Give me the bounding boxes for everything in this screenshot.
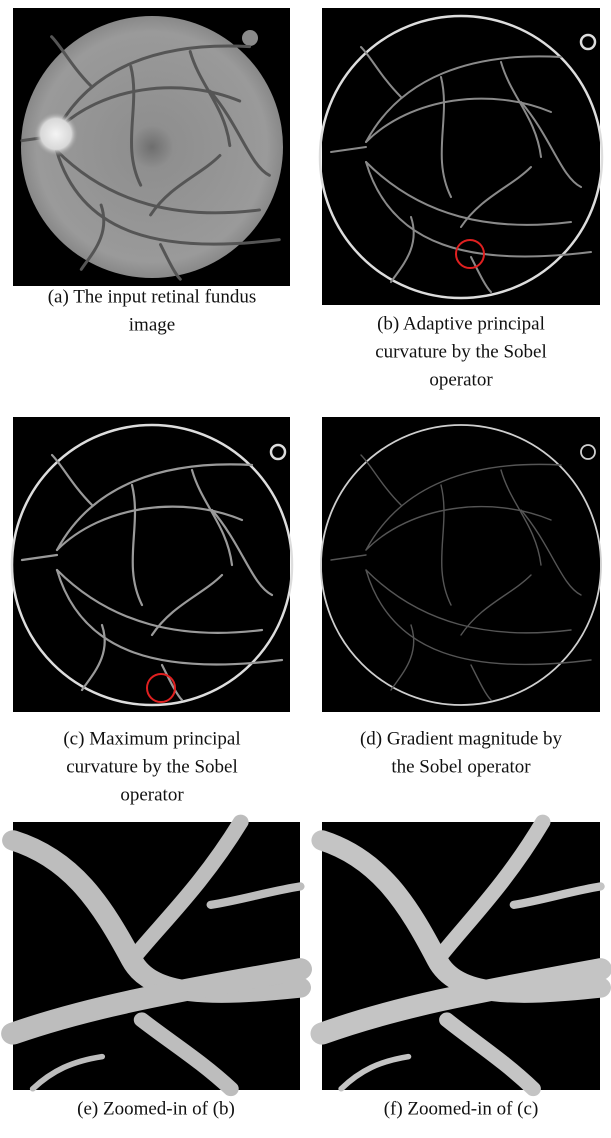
- panel-c: [12, 417, 292, 712]
- panel-a: [13, 8, 290, 286]
- caption-line: (f) Zoomed-in of (c): [384, 1098, 539, 1119]
- panel-b: [320, 8, 602, 305]
- caption-line: (d) Gradient magnitude by: [360, 728, 563, 749]
- panel-f: [322, 822, 600, 1090]
- caption-line: the Sobel operator: [391, 756, 531, 777]
- caption-line: curvature by the Sobel: [375, 341, 546, 362]
- caption-line: operator: [120, 784, 184, 805]
- caption-line: (e) Zoomed-in of (b): [77, 1098, 235, 1119]
- caption-line: operator: [429, 369, 493, 390]
- page: {"panels": [ {"caption": ["(a) The input…: [0, 0, 611, 1133]
- caption-line: image: [129, 314, 175, 335]
- caption-line: curvature by the Sobel: [66, 756, 237, 777]
- caption-line: (a) The input retinal fundus: [48, 286, 257, 307]
- panel-e: [13, 822, 300, 1090]
- figure: (a) The input retinal fundus image (b) Ada…: [0, 0, 611, 1133]
- caption-line: (b) Adaptive principal: [377, 313, 545, 334]
- caption-line: (c) Maximum principal: [63, 728, 240, 749]
- panel-d: [321, 417, 601, 712]
